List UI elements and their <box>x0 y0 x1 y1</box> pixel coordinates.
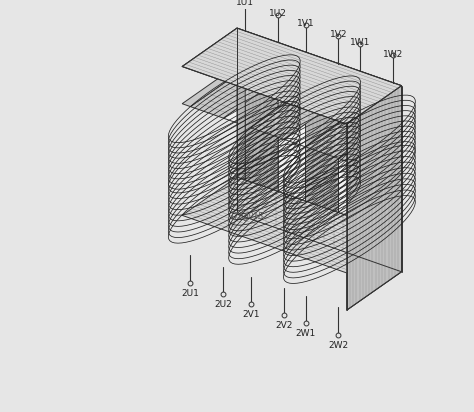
Text: 2U1: 2U1 <box>182 289 200 298</box>
Text: 1U2: 1U2 <box>269 9 287 18</box>
Polygon shape <box>306 89 338 213</box>
Text: 2W2: 2W2 <box>328 341 348 349</box>
Polygon shape <box>360 108 393 232</box>
Polygon shape <box>182 28 401 124</box>
Polygon shape <box>223 80 306 128</box>
Polygon shape <box>191 68 278 118</box>
Text: 2W1: 2W1 <box>295 329 316 338</box>
Text: 1W2: 1W2 <box>383 49 403 59</box>
Text: 17fig01B: 17fig01B <box>229 212 264 221</box>
Text: 2U2: 2U2 <box>214 300 232 309</box>
Polygon shape <box>237 28 401 123</box>
Polygon shape <box>306 108 393 158</box>
Polygon shape <box>237 66 245 180</box>
Polygon shape <box>346 86 401 310</box>
Polygon shape <box>182 177 401 273</box>
Polygon shape <box>283 101 360 147</box>
Polygon shape <box>278 80 306 201</box>
Text: 2V2: 2V2 <box>275 321 292 330</box>
Polygon shape <box>346 86 401 161</box>
Text: 1U1: 1U1 <box>236 0 254 7</box>
Polygon shape <box>182 28 401 124</box>
Polygon shape <box>346 234 401 310</box>
Polygon shape <box>245 68 278 191</box>
Polygon shape <box>393 120 401 234</box>
Text: 2V1: 2V1 <box>242 310 259 319</box>
Polygon shape <box>182 66 245 107</box>
Text: 1W1: 1W1 <box>350 38 371 47</box>
Text: 1V2: 1V2 <box>330 30 347 39</box>
Text: 1V1: 1V1 <box>297 19 314 28</box>
Polygon shape <box>338 120 401 161</box>
Polygon shape <box>338 101 360 220</box>
Polygon shape <box>251 89 338 139</box>
Polygon shape <box>237 177 401 272</box>
